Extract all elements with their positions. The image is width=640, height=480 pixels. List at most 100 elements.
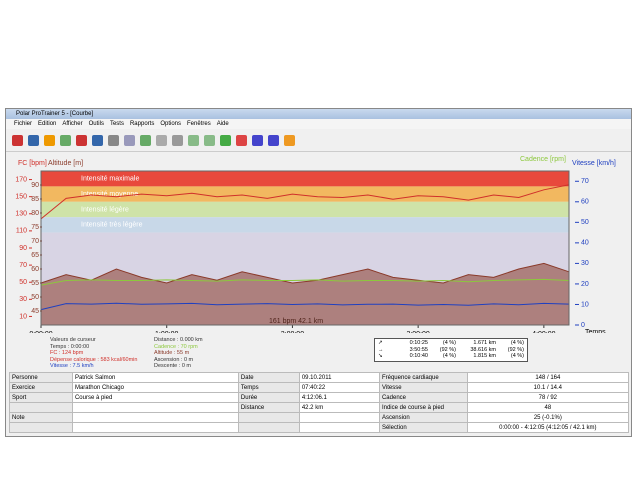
tool[interactable] [44, 134, 55, 146]
arrow: ↗ [378, 340, 383, 346]
table-row: Note Ascension 25 (-0.1%) [9, 412, 630, 423]
table-cell [71, 402, 239, 413]
table-cell: 48 [466, 402, 630, 413]
table-row: Sélection 0:00:00 - 4:12:05 (4:12:05 / 42… [9, 422, 630, 433]
table-cell: Note [9, 412, 73, 423]
cursor-value: Ascension : 0 m [154, 356, 194, 363]
cursor-value: Valeurs de curseur [50, 337, 96, 343]
table-cell: Durée [237, 392, 300, 403]
cursor-value: Distance : 0.000 km [154, 337, 203, 343]
tool[interactable] [172, 134, 183, 146]
table-cell: 78 / 92 [466, 392, 630, 403]
tool[interactable] [140, 134, 151, 146]
menu-item[interactable]: Options [160, 121, 182, 127]
summary-table: Personne Patrick Salmon Date 09.10.2011 Fréq… [9, 372, 630, 433]
arrow: ↘ [378, 353, 383, 359]
table-cell: Date [237, 372, 300, 383]
table-cell: Personne [9, 372, 73, 383]
tool[interactable] [92, 134, 103, 146]
tool[interactable] [252, 134, 263, 146]
chart: Intensité maximale Intensité moyenne Inten… [15, 156, 616, 333]
menu-item[interactable]: Fenêtres [187, 121, 211, 127]
table-cell: 4:12:06.1 [298, 392, 380, 403]
series-line [40, 278, 570, 286]
zone-cell: (4 %) [510, 353, 524, 359]
cursor-value: Cadence : 70 rpm [154, 343, 198, 350]
fc-tick-label: 70 [19, 262, 27, 269]
speed-tick-label: 20 [581, 281, 589, 288]
zone-cell: 3:50:55 [409, 346, 428, 353]
alt-tick-label: 90 [31, 182, 39, 189]
tool[interactable] [76, 134, 87, 146]
zone-cell: (4 %) [442, 353, 456, 359]
speed-tick-label: 50 [581, 219, 589, 226]
fc-tick-label: 10 [19, 313, 27, 320]
cursor-values: Distance : 0.000 km Cadence : 70 rpm Altit… [154, 337, 203, 370]
zone-cell: (4 %) [510, 340, 524, 346]
toolbar [6, 129, 631, 152]
menu-item[interactable]: Tests [109, 121, 124, 127]
zone-label: Intensité légère [81, 206, 129, 213]
table-cell [237, 422, 300, 433]
cursor-value: Descente : 0 m [154, 363, 191, 369]
table-cell: 10.1 / 14.4 [466, 382, 630, 393]
zone-label: Intensité très légère [81, 222, 143, 229]
alt-tick-label: 75 [31, 224, 39, 231]
table-cell [9, 422, 73, 433]
zone-row: ↘ 0:10:40 (4 %) 1.815 km (4 %) [378, 353, 524, 360]
table-cell: Vitesse [378, 382, 468, 393]
zone-band [41, 186, 569, 202]
tool[interactable] [220, 134, 231, 146]
fc-tick-label: 30 [19, 296, 27, 303]
menu-item[interactable]: Outils [88, 121, 104, 127]
axis-label: Altitude [m] [48, 160, 83, 167]
table-cell: 07:40:22 [298, 382, 380, 393]
x-tick-label: 3:00:00 [406, 331, 429, 333]
table-cell: Exercice [9, 382, 73, 393]
zone-cell: (92 %) [507, 346, 524, 353]
fc-tick-label: 110 [16, 228, 27, 235]
cursor-value: FC : 124 bpm [50, 350, 84, 356]
table-cell [298, 422, 380, 433]
speed-tick-label: 10 [581, 301, 589, 308]
axis-label: Cadence [rpm] [520, 156, 566, 163]
table-cell [9, 402, 73, 413]
tool[interactable] [284, 134, 295, 146]
series-line [40, 184, 570, 220]
zone-row: → 3:50:55 (92 %) 38.616 km (92 %) [378, 347, 524, 354]
tool[interactable] [124, 134, 135, 146]
menu-item[interactable]: Fichier [14, 121, 33, 127]
table-cell [237, 412, 300, 423]
table-cell: Cadence [378, 392, 468, 403]
tool[interactable] [108, 134, 119, 146]
zone-band [41, 201, 569, 218]
alt-tick-label: 55 [31, 280, 39, 287]
zone-cell: 0:10:25 [409, 340, 428, 346]
tool[interactable] [268, 134, 279, 146]
axis-label: Vitesse [km/h] [572, 160, 616, 167]
title-bar: Polar ProTrainer 5 - [Courbe] [6, 109, 631, 119]
x-tick-label: 1:00:00 [155, 331, 178, 333]
tool[interactable] [236, 134, 247, 146]
x-tick-label: 4:00:00 [532, 331, 555, 333]
menu-item[interactable]: Rapports [129, 121, 155, 127]
speed-tick-label: 40 [581, 240, 589, 247]
plot-frame [40, 170, 570, 326]
table-cell: Fréquence cardiaque [378, 372, 468, 383]
tool[interactable] [156, 134, 167, 146]
tool[interactable] [28, 134, 39, 146]
tool[interactable] [204, 134, 215, 146]
menu-item[interactable]: Afficher [62, 121, 83, 127]
tool[interactable] [188, 134, 199, 146]
menu-item[interactable]: Edition [38, 121, 57, 127]
zone-label: Intensité maximale [81, 176, 139, 183]
speed-tick-label: 0 [581, 322, 585, 329]
alt-tick-label: 80 [31, 210, 39, 217]
alt-tick-label: 45 [31, 308, 39, 315]
tool[interactable] [12, 134, 23, 146]
tool[interactable] [60, 134, 71, 146]
table-cell: 148 / 164 [466, 372, 630, 383]
menu-item[interactable]: Aide [216, 121, 229, 127]
table-cell: Temps [237, 382, 300, 393]
alt-tick-label: 70 [31, 238, 39, 245]
